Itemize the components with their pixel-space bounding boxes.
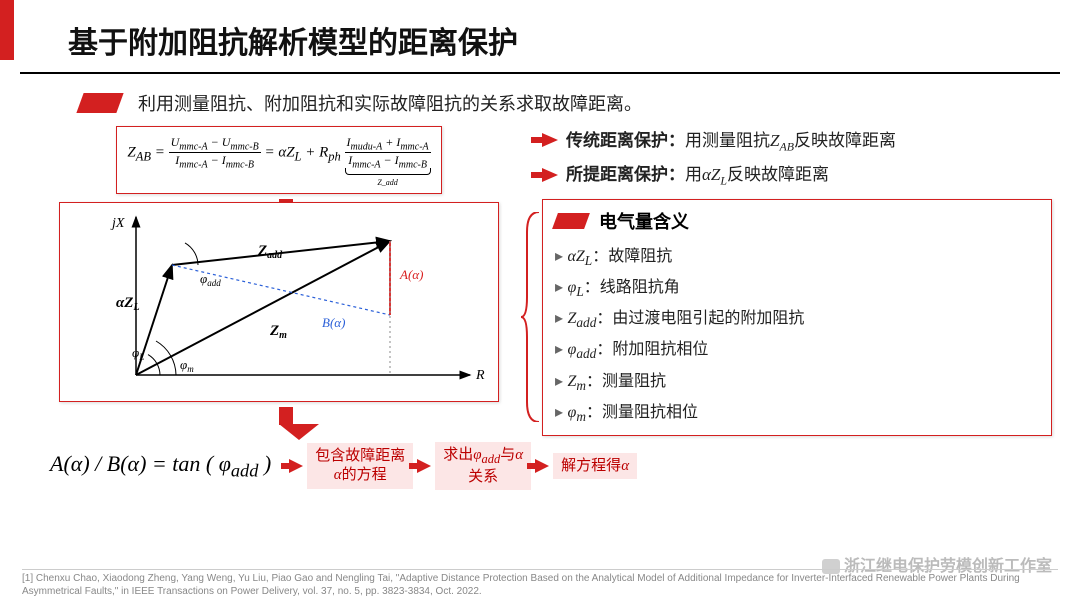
lead-text: 利用测量阻抗、附加阻抗和实际故障阻抗的关系求取故障距离。 — [138, 90, 642, 116]
main-content: ZAB = Ummc-A − Ummc-BImmc-A − Immc-B = α… — [0, 126, 1080, 436]
flow-arrow-icon — [417, 459, 431, 473]
citation: [1] Chenxu Chao, Xiaodong Zheng, Yang We… — [22, 569, 1058, 598]
title-bar: 基于附加阻抗解析模型的距离保护 — [20, 0, 1060, 74]
svg-text:R: R — [475, 368, 485, 383]
bullet-proposed: 所提距离保护：用αZL反映故障距离 — [542, 160, 1052, 188]
svg-text:A(α): A(α) — [399, 267, 423, 282]
def-item: φm：测量阻抗相位 — [555, 396, 1039, 427]
flow-row: 包含故障距离α的方程 求出φadd与α关系 解方程得α — [289, 442, 637, 490]
page-title: 基于附加阻抗解析模型的距离保护 — [68, 18, 518, 62]
flow-step-1: 包含故障距离α的方程 — [307, 443, 413, 489]
defs-marker — [552, 213, 590, 229]
def-item: αZL：故障阻抗 — [555, 240, 1039, 271]
lead-marker — [76, 93, 123, 113]
definitions-panel: 电气量含义 αZL：故障阻抗φL：线路阻抗角Zadd：由过渡电阻引起的附加阻抗φ… — [542, 199, 1052, 436]
impedance-diagram: jXRZmαZLZaddB(α)A(α)φLφmφadd — [59, 202, 499, 402]
defs-list: αZL：故障阻抗φL：线路阻抗角Zadd：由过渡电阻引起的附加阻抗φadd：附加… — [555, 240, 1039, 427]
svg-text:jX: jX — [110, 216, 125, 231]
defs-title-row: 电气量含义 — [555, 208, 1039, 234]
flow-step-2: 求出φadd与α关系 — [435, 442, 531, 490]
svg-text:Zadd: Zadd — [257, 243, 283, 261]
flow-container: A(α) / B(α) = tan ( φadd ) 包含故障距离α的方程 求出… — [0, 436, 1080, 490]
b2-rest: 用αZL反映故障距离 — [685, 165, 829, 184]
brace-icon — [521, 212, 541, 422]
svg-text:φL: φL — [132, 345, 144, 362]
def-item: Zm：测量阻抗 — [555, 365, 1039, 396]
bullet-traditional: 传统距离保护：用测量阻抗ZAB反映故障距离 — [542, 126, 1052, 154]
def-item: φadd：附加阻抗相位 — [555, 333, 1039, 364]
flow-arrow-icon — [289, 459, 303, 473]
arrow-icon — [542, 168, 558, 182]
right-column: 传统距离保护：用测量阻抗ZAB反映故障距离 所提距离保护：用αZL反映故障距离 … — [542, 126, 1052, 436]
flow-step-3: 解方程得α — [553, 453, 637, 480]
svg-text:Zm: Zm — [269, 323, 287, 341]
svg-text:φm: φm — [180, 357, 194, 374]
b2-prefix: 所提距离保护： — [566, 165, 685, 184]
result-equation: A(α) / B(α) = tan ( φadd ) — [50, 451, 271, 481]
b1-prefix: 传统距离保护： — [566, 131, 685, 150]
lead-row: 利用测量阻抗、附加阻抗和实际故障阻抗的关系求取故障距离。 — [80, 90, 1080, 116]
svg-text:φadd: φadd — [200, 271, 221, 288]
flow-arrow-icon — [535, 459, 549, 473]
diagram-svg: jXRZmαZLZaddB(α)A(α)φLφmφadd — [60, 203, 500, 403]
defs-title: 电气量含义 — [599, 208, 689, 234]
b1-rest: 用测量阻抗ZAB反映故障距离 — [685, 131, 896, 150]
main-equation: ZAB = Ummc-A − Ummc-BImmc-A − Immc-B = α… — [116, 126, 441, 194]
def-item: φL：线路阻抗角 — [555, 271, 1039, 302]
svg-text:B(α): B(α) — [322, 315, 345, 330]
left-column: ZAB = Ummc-A − Ummc-BImmc-A − Immc-B = α… — [24, 126, 534, 436]
def-item: Zadd：由过渡电阻引起的附加阻抗 — [555, 302, 1039, 333]
arrow-icon — [542, 133, 558, 147]
